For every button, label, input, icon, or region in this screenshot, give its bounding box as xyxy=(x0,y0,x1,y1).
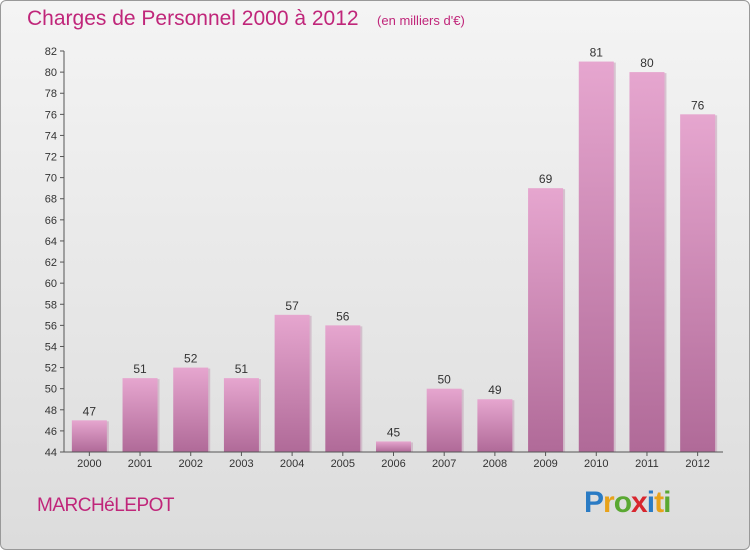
bar xyxy=(325,325,361,452)
brand-letter: i xyxy=(663,486,671,519)
x-tick-label: 2007 xyxy=(432,458,456,470)
title-row: Charges de Personnel 2000 à 2012 (en mil… xyxy=(27,7,465,31)
x-tick-label: 2009 xyxy=(533,458,557,470)
bar xyxy=(680,114,716,452)
bar-value-label: 45 xyxy=(387,425,401,439)
bar-value-label: 80 xyxy=(640,56,654,70)
bar xyxy=(477,399,513,452)
bar xyxy=(528,188,564,452)
y-tick-label: 74 xyxy=(45,130,57,142)
bar-value-label: 51 xyxy=(235,362,249,376)
bar xyxy=(223,378,259,452)
x-tick-label: 2011 xyxy=(635,458,659,470)
bar-value-label: 69 xyxy=(539,172,553,186)
proxiti-logo: Proxiti xyxy=(584,486,671,520)
x-tick-label: 2001 xyxy=(128,458,152,470)
brand-letter: P xyxy=(584,486,604,519)
bars: 47 51 52 51 57 56 45 50 49 69 81 80 76 xyxy=(71,46,718,453)
bar xyxy=(578,61,614,452)
y-tick-label: 68 xyxy=(45,194,57,206)
bar xyxy=(376,441,411,452)
y-tick-label: 80 xyxy=(45,67,57,79)
y-tick-label: 48 xyxy=(45,405,57,417)
y-axis: 44 46 48 50 52 54 56 58 60 62 64 66 68 70 72 74 76 78 80 82 xyxy=(45,46,65,459)
bar-value-label: 50 xyxy=(438,373,452,387)
chart-title: Charges de Personnel 2000 à 2012 xyxy=(27,7,359,30)
y-tick-label: 50 xyxy=(45,384,57,396)
x-tick-label: 2006 xyxy=(381,458,405,470)
y-tick-label: 46 xyxy=(45,426,57,438)
brand-letter: r xyxy=(603,486,615,519)
commune-name: MARCHéLEPOT xyxy=(37,495,175,516)
bar-value-label: 47 xyxy=(83,404,97,418)
x-tick-label: 2005 xyxy=(331,458,355,470)
x-axis: 2000 2001 2002 2003 2004 2005 2006 2007 2008 2009… xyxy=(64,451,723,470)
bar xyxy=(629,72,665,453)
brand-letter: t xyxy=(654,486,664,519)
y-tick-label: 72 xyxy=(45,152,57,164)
bar xyxy=(426,388,462,452)
x-tick-label: 2000 xyxy=(77,458,101,470)
y-tick-label: 54 xyxy=(45,341,57,353)
bar xyxy=(274,314,310,452)
y-tick-label: 70 xyxy=(45,173,57,185)
y-tick-label: 76 xyxy=(45,109,57,121)
y-tick-label: 60 xyxy=(45,278,57,290)
x-tick-label: 2002 xyxy=(178,458,202,470)
y-tick-label: 62 xyxy=(45,257,57,269)
y-tick-label: 58 xyxy=(45,299,57,311)
x-tick-label: 2012 xyxy=(685,458,709,470)
bar-value-label: 76 xyxy=(691,98,705,112)
chart-subtitle: (en milliers d'€) xyxy=(377,13,465,28)
y-tick-label: 82 xyxy=(45,46,57,58)
y-tick-label: 52 xyxy=(45,363,57,375)
bar xyxy=(71,420,107,452)
bar-value-label: 57 xyxy=(285,299,299,313)
y-tick-label: 64 xyxy=(45,236,57,248)
bar-value-label: 51 xyxy=(133,362,147,376)
y-tick-label: 44 xyxy=(45,447,57,459)
bar-value-label: 52 xyxy=(184,352,198,366)
x-tick-label: 2010 xyxy=(584,458,608,470)
bar xyxy=(122,378,158,452)
brand-letter: i xyxy=(646,486,655,519)
x-tick-label: 2008 xyxy=(483,458,507,470)
x-tick-label: 2004 xyxy=(280,458,304,470)
y-tick-label: 56 xyxy=(45,320,57,332)
bar-value-label: 56 xyxy=(336,309,350,323)
brand-letter: o xyxy=(613,486,632,519)
brand-letter: x xyxy=(631,486,648,519)
x-tick-label: 2003 xyxy=(229,458,253,470)
bar-value-label: 49 xyxy=(488,383,502,397)
y-tick-label: 78 xyxy=(45,88,57,100)
bar xyxy=(173,367,209,452)
y-tick-label: 66 xyxy=(45,215,57,227)
bar-value-label: 81 xyxy=(590,46,604,60)
